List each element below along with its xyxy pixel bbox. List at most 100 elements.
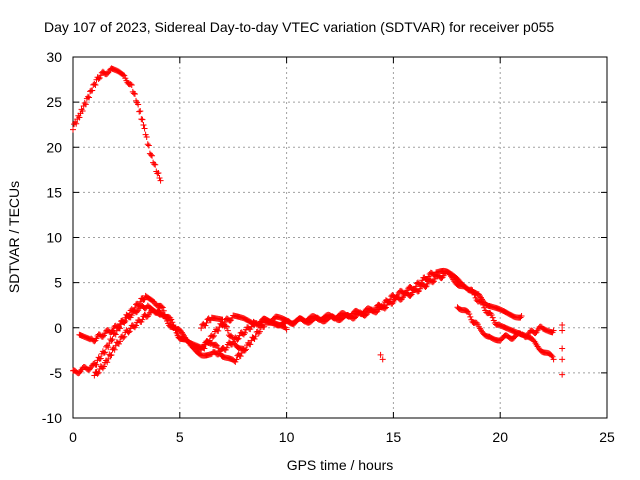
data-point [481,304,488,311]
series-track-d [198,314,247,354]
data-point [73,120,80,127]
y-tick-label: 25 [46,94,62,110]
data-point [130,90,137,97]
data-point [422,283,429,290]
data-point [248,323,255,330]
data-point [72,119,79,126]
series-track-upper [70,65,164,184]
data-point [381,305,388,312]
data-point [143,133,150,140]
y-tick-label: 30 [46,49,62,65]
data-point [219,316,226,323]
data-point [169,319,176,326]
data-point [283,326,290,333]
data-point [91,81,98,88]
y-tick-label: -5 [50,365,63,381]
data-point [215,344,222,351]
data-point [377,351,384,358]
data-point [236,332,243,339]
data-point [139,116,146,123]
data-point [382,304,389,311]
data-point [429,279,436,286]
data-point [159,304,166,311]
data-point [107,352,114,359]
data-point [152,161,159,168]
grid-lines [73,57,607,418]
data-point [489,314,496,321]
x-tick-label: 20 [492,429,508,445]
data-point [81,99,88,106]
data-point [203,319,210,326]
data-point [145,142,152,149]
data-point [128,82,135,89]
data-point [105,355,112,362]
data-point [466,311,473,318]
data-point [229,334,236,341]
x-tick-label: 0 [69,429,77,445]
data-point [559,356,566,363]
data-point [198,325,205,332]
data-point [139,316,146,323]
x-tick-label: 15 [386,429,402,445]
y-tick-label: 20 [46,139,62,155]
data-point [235,335,242,342]
data-point [209,333,216,340]
data-point [105,344,112,351]
data-point [95,75,102,82]
data-point [92,81,99,88]
data-point [155,170,162,177]
data-point [93,361,100,368]
data-point [202,322,209,329]
x-tick-label: 10 [279,429,295,445]
chart-title: Day 107 of 2023, Sidereal Day-to-day VTE… [44,19,554,35]
data-point [407,292,414,299]
data-point [252,333,259,340]
data-point [125,329,132,336]
data-point [99,333,106,340]
data-point [470,289,477,296]
data-point [79,108,86,115]
data-point [95,369,102,376]
series-track-c [91,307,290,379]
data-point [177,328,184,335]
data-point [127,325,134,332]
data-point [247,341,254,348]
data-point [82,101,89,108]
data-point [97,355,104,362]
data-point [147,151,154,158]
y-tick-label: 10 [46,230,62,246]
data-point [488,311,495,318]
data-point [477,298,484,305]
data-point [363,311,370,318]
data-point [108,337,115,344]
data-point [222,322,229,329]
data-point [383,301,390,308]
data-point [140,122,147,129]
data-point [137,108,144,115]
data-point [96,74,103,81]
data-point [228,332,235,339]
data-point [112,331,119,338]
y-tick-label: -10 [42,410,62,426]
data-point [144,141,151,148]
axis-ticks: 0 5 10 15 20 25 -10 -5 0 5 10 15 20 25 30 [42,49,615,445]
data-point [94,370,101,377]
data-point [91,372,98,379]
data-point [120,71,127,78]
data-point [70,126,76,133]
data-point [97,72,104,79]
data-point [251,335,258,342]
data-point [261,323,268,330]
data-point [84,93,91,100]
x-axis-label: GPS time / hours [287,457,394,473]
data-point [128,312,135,319]
data-point [237,353,244,360]
data-point [213,341,220,348]
data-point [518,313,525,320]
data-point [224,327,231,334]
data-point [559,322,566,329]
y-tick-label: 15 [46,184,62,200]
data-point [223,344,230,351]
y-tick-label: 5 [54,275,62,291]
